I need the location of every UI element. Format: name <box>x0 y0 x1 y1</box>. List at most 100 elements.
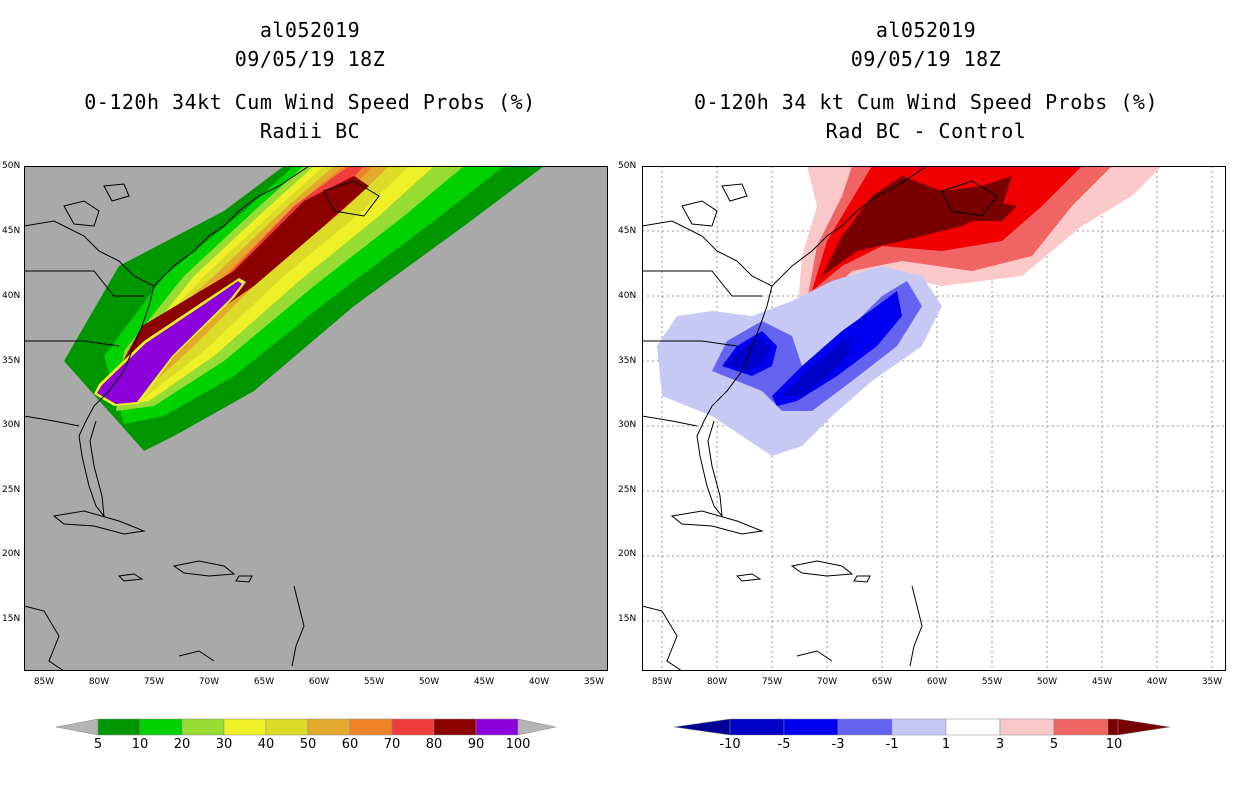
right-cb-label-m3: -3 <box>831 737 845 752</box>
left-title-date: 09/05/19 18Z <box>234 47 386 71</box>
right-cb-label-1: 1 <box>941 737 951 752</box>
left-title-storm-id: al052019 <box>259 18 361 42</box>
left-colorbar <box>56 718 556 736</box>
lat-label-15n: 15N <box>2 614 21 624</box>
lon-label-65w-right: 65W <box>871 677 893 687</box>
lon-label-65w: 65W <box>253 677 275 687</box>
right-coastlines <box>642 166 998 671</box>
lon-label-80w-right: 80W <box>706 677 728 687</box>
left-cb-label-70: 70 <box>383 737 401 752</box>
lat-label-35n-right: 35N <box>618 356 637 366</box>
left-cb-label-90: 90 <box>467 737 485 752</box>
lon-label-35w-right: 35W <box>1201 677 1223 687</box>
right-title-subtitle: Rad BC - Control <box>825 119 1027 143</box>
left-colorbar-cell-10-20 <box>139 718 183 736</box>
left-cb-label-40: 40 <box>257 737 275 752</box>
right-colorbar-cell-10 <box>1107 718 1119 736</box>
right-title-storm-id: al052019 <box>875 18 977 42</box>
lat-label-25n-right: 25N <box>618 485 637 495</box>
left-cb-label-5: 5 <box>93 737 103 752</box>
lat-label-50n: 50N <box>2 161 21 171</box>
right-map-frame <box>642 166 1226 671</box>
right-colorbar-extend-low <box>674 718 731 736</box>
right-colorbar-cell-1-3 <box>945 718 1001 736</box>
right-title-product: 0-120h 34 kt Cum Wind Speed Probs (%) <box>693 90 1159 114</box>
lon-label-60w-right: 60W <box>926 677 948 687</box>
left-title-product: 0-120h 34kt Cum Wind Speed Probs (%) <box>84 90 536 114</box>
left-colorbar-extend-high <box>517 718 556 736</box>
right-colorbar-cell-5-10 <box>1053 718 1109 736</box>
left-colorbar-cell-40-50 <box>265 718 309 736</box>
lon-label-85w: 85W <box>33 677 55 687</box>
right-cb-label-10: 10 <box>1105 737 1123 752</box>
left-colorbar-cells <box>97 718 519 736</box>
lon-label-80w: 80W <box>88 677 110 687</box>
lat-label-40n: 40N <box>2 291 21 301</box>
left-cb-label-80: 80 <box>425 737 443 752</box>
lon-label-85w-right: 85W <box>651 677 673 687</box>
lon-label-70w: 70W <box>198 677 220 687</box>
left-map <box>24 166 608 671</box>
right-cb-label-5: 5 <box>1049 737 1059 752</box>
lat-label-30n: 30N <box>2 420 21 430</box>
left-cb-label-10: 10 <box>131 737 149 752</box>
left-colorbar-cell-90-100 <box>475 718 519 736</box>
left-colorbar-cell-60-70 <box>349 718 393 736</box>
right-cb-label-m10: -10 <box>719 737 741 752</box>
left-cb-label-50: 50 <box>299 737 317 752</box>
right-cb-label-3: 3 <box>995 737 1005 752</box>
right-colorbar <box>674 718 1171 736</box>
left-prob-swath <box>64 166 544 451</box>
lat-label-45n-right: 45N <box>618 226 637 236</box>
lon-label-40w: 40W <box>528 677 550 687</box>
lon-label-60w: 60W <box>308 677 330 687</box>
lon-label-50w-right: 50W <box>1036 677 1058 687</box>
right-cb-label-m1: -1 <box>885 737 899 752</box>
right-colorbar-cell-m5-m3 <box>783 718 839 736</box>
right-colorbar-cell-3-5 <box>999 718 1055 736</box>
lat-label-40n-right: 40N <box>618 291 637 301</box>
left-colorbar-cell-50-60 <box>307 718 351 736</box>
lon-label-45w: 45W <box>473 677 495 687</box>
lon-label-55w-right: 55W <box>981 677 1003 687</box>
left-colorbar-cell-30-40 <box>223 718 267 736</box>
lon-label-40w-right: 40W <box>1146 677 1168 687</box>
left-colorbar-cell-80-90 <box>433 718 477 736</box>
left-cb-label-30: 30 <box>215 737 233 752</box>
lon-label-70w-right: 70W <box>816 677 838 687</box>
left-cb-label-100: 100 <box>505 737 531 752</box>
lat-label-45n: 45N <box>2 226 21 236</box>
right-map <box>642 166 1226 671</box>
left-colorbar-cell-20-30 <box>181 718 225 736</box>
left-cb-label-20: 20 <box>173 737 191 752</box>
lat-label-15n-right: 15N <box>618 614 637 624</box>
right-colorbar-cell-m10-m5 <box>729 718 785 736</box>
left-title-subtitle: Radii BC <box>259 119 361 143</box>
left-cb-label-60: 60 <box>341 737 359 752</box>
right-negative-field <box>657 266 942 456</box>
lat-label-50n-right: 50N <box>618 161 637 171</box>
right-cb-label-m5: -5 <box>777 737 791 752</box>
lon-label-35w: 35W <box>583 677 605 687</box>
right-colorbar-cells <box>729 718 1119 736</box>
lon-label-50w: 50W <box>418 677 440 687</box>
lon-label-45w-right: 45W <box>1091 677 1113 687</box>
left-coastlines <box>24 166 380 671</box>
left-map-frame <box>24 166 608 671</box>
left-colorbar-cell-5-10 <box>97 718 141 736</box>
right-colorbar-cell-m1-1 <box>891 718 947 736</box>
lat-label-20n-right: 20N <box>618 549 637 559</box>
lon-label-75w: 75W <box>143 677 165 687</box>
lon-label-55w: 55W <box>363 677 385 687</box>
right-colorbar-extend-high <box>1117 718 1171 736</box>
left-title: al052019 09/05/19 18Z 0-120h 34kt Cum Wi… <box>20 16 600 146</box>
lon-label-75w-right: 75W <box>761 677 783 687</box>
lat-label-20n: 20N <box>2 549 21 559</box>
lat-label-35n: 35N <box>2 356 21 366</box>
lat-label-30n-right: 30N <box>618 420 637 430</box>
right-title: al052019 09/05/19 18Z 0-120h 34 kt Cum W… <box>636 16 1216 146</box>
right-title-date: 09/05/19 18Z <box>850 47 1002 71</box>
left-colorbar-extend-low <box>56 718 99 736</box>
right-colorbar-cell-m3-m1 <box>837 718 893 736</box>
left-colorbar-cell-70-80 <box>391 718 435 736</box>
